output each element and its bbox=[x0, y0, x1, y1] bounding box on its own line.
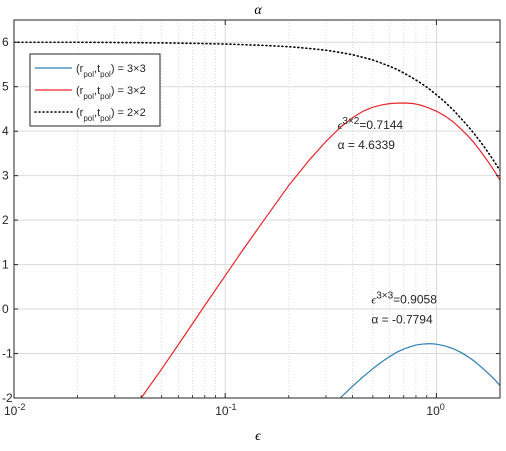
y-tick-label: -1 bbox=[2, 347, 13, 361]
y-tick-label: 2 bbox=[2, 213, 9, 227]
annotation-epsilon-value: ϵ3×3=0.9058 bbox=[371, 290, 437, 307]
annotation-alpha-value: α = -0.7794 bbox=[371, 313, 433, 327]
ticks: -2 -1 0 1 2 3 4 5 6 10-2 10-1 100 bbox=[2, 20, 501, 418]
series-line-1 bbox=[339, 343, 500, 398]
annotation-epsilon-value: ϵ3×2=0.7144 bbox=[338, 115, 404, 132]
legend-label-1: (rpol,tpol) = 3×3 bbox=[76, 63, 146, 79]
y-tick-label: -2 bbox=[2, 391, 13, 405]
chart-title: α bbox=[254, 3, 262, 18]
x-tick-label: 100 bbox=[426, 402, 444, 418]
x-tick-label: 10-1 bbox=[215, 402, 236, 418]
y-tick-label: 4 bbox=[2, 124, 9, 138]
annotations: ϵ3×2=0.7144 α = 4.6339 ϵ3×3=0.9058 α = -0.7… bbox=[338, 115, 438, 326]
legend-label-2: (rpol,tpol) = 3×2 bbox=[76, 85, 146, 101]
series-line-2 bbox=[140, 102, 500, 398]
y-tick-label: 5 bbox=[2, 80, 9, 94]
legend-label-3: (rpol,tpol) = 2×2 bbox=[76, 107, 146, 123]
series-layer bbox=[14, 41, 500, 398]
legend: (rpol,tpol) = 3×3 (rpol,tpol) = 3×2 (rpol,… bbox=[29, 53, 161, 127]
y-tick-label: 0 bbox=[2, 302, 9, 316]
x-tick-label: 10-2 bbox=[4, 402, 25, 418]
series-line-3 bbox=[14, 41, 500, 172]
y-tick-label: 1 bbox=[2, 258, 9, 272]
y-tick-label: 6 bbox=[2, 35, 9, 49]
y-tick-label: 3 bbox=[2, 169, 9, 183]
x-axis-label: ϵ bbox=[255, 429, 262, 444]
plot-frame bbox=[13, 19, 501, 399]
annotation-alpha-value: α = 4.6339 bbox=[338, 138, 396, 152]
